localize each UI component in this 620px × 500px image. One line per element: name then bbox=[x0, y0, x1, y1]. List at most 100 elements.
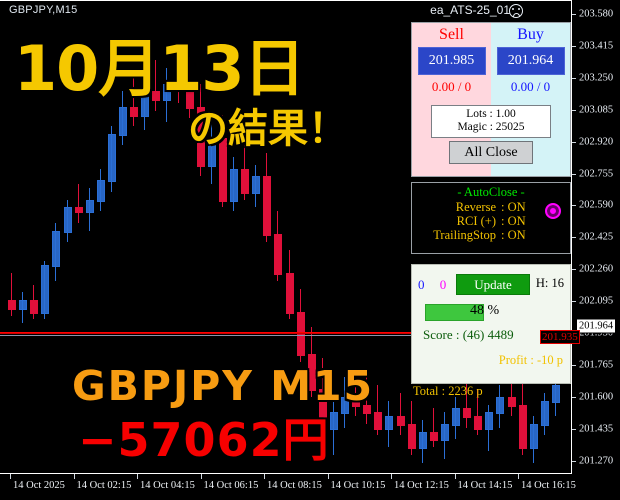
candle-wick bbox=[466, 381, 468, 428]
candle-body bbox=[252, 176, 261, 194]
price-tick-label: 202.425 bbox=[579, 231, 614, 243]
price-tick bbox=[572, 396, 576, 398]
price-tick bbox=[572, 173, 576, 175]
autoclose-row: Reverse: ON bbox=[412, 200, 570, 214]
candle-body bbox=[485, 412, 494, 430]
ea-sad-face-icon bbox=[509, 4, 523, 18]
candle-body bbox=[452, 408, 460, 426]
candle-body bbox=[540, 400, 549, 426]
time-tick-label: 14 Oct 08:15 bbox=[267, 480, 322, 491]
price-tick-label: 202.755 bbox=[579, 168, 614, 179]
time-tick bbox=[200, 474, 202, 479]
price-tick-label: 203.580 bbox=[579, 8, 614, 20]
candle-wick bbox=[133, 75, 135, 127]
symbol-label: GBPJPY,M15 bbox=[9, 4, 78, 16]
profit-label: Profit : -10 p bbox=[498, 353, 563, 367]
candle-body bbox=[318, 389, 327, 430]
chart-border-bottom bbox=[0, 473, 572, 474]
autoclose-status-dot-icon bbox=[545, 203, 561, 219]
all-close-button[interactable]: All Close bbox=[449, 141, 533, 164]
candle-wick bbox=[377, 385, 379, 436]
time-axis[interactable]: 14 Oct 2025 14 Oct 02:15 14 Oct 04:15 14 Oc… bbox=[0, 474, 576, 500]
candle-body bbox=[163, 83, 172, 102]
time-tick bbox=[10, 474, 11, 479]
candle-body bbox=[429, 431, 438, 442]
time-tick-label: 14 Oct 2025 bbox=[13, 480, 65, 491]
candle-body bbox=[218, 137, 227, 202]
candle-body bbox=[285, 273, 294, 314]
buy-title: Buy bbox=[517, 26, 544, 43]
trade-panel: Sell 201.985 0.00 / 0 Buy 201.964 0.00 /… bbox=[411, 22, 571, 177]
score-label: Score : (46) 4489 bbox=[423, 327, 514, 342]
time-tick bbox=[391, 474, 392, 479]
candle-body bbox=[385, 416, 394, 430]
counter-row: 0 0 bbox=[418, 277, 446, 293]
buy-price-button[interactable]: 201.964 bbox=[496, 47, 565, 75]
price-tick-label: 203.415 bbox=[579, 40, 614, 52]
progress-fill bbox=[425, 304, 484, 321]
time-tick-label: 14 Oct 02:15 bbox=[76, 480, 132, 491]
candle-body bbox=[19, 300, 28, 310]
candle-body bbox=[130, 106, 139, 117]
candle-body bbox=[196, 106, 205, 167]
candle-body bbox=[507, 396, 516, 407]
autoclose-panel: - AutoClose - Reverse: ON RCI (+) : ON Trai… bbox=[411, 182, 571, 254]
candle-wick bbox=[366, 377, 368, 424]
candle-body bbox=[551, 385, 560, 403]
price-axis[interactable]: 203.580 203.415 203.250 203.085 202.920 202.7… bbox=[572, 0, 620, 474]
candle-body bbox=[52, 230, 61, 268]
magic-label: Magic : 25025 bbox=[457, 121, 525, 133]
candle-body bbox=[407, 423, 416, 450]
time-tick bbox=[327, 474, 329, 479]
candle-body bbox=[496, 396, 505, 415]
candle-body bbox=[440, 423, 449, 442]
price-tick bbox=[572, 460, 576, 462]
autoclose-value: : ON bbox=[501, 228, 526, 242]
chart-border-top bbox=[0, 0, 572, 1]
candle-body bbox=[329, 412, 338, 430]
sell-price-button[interactable]: 201.985 bbox=[417, 47, 486, 75]
price-tick bbox=[572, 364, 576, 366]
autoclose-title: - AutoClose - bbox=[457, 185, 525, 199]
price-line bbox=[0, 335, 572, 337]
total-label: Total : 2236 p bbox=[413, 384, 483, 398]
update-button[interactable]: Update bbox=[456, 274, 530, 295]
candle-body bbox=[107, 133, 116, 183]
price-tick-label: 203.250 bbox=[579, 72, 614, 84]
price-tick-label: 202.095 bbox=[579, 295, 614, 307]
candle-wick bbox=[432, 408, 434, 448]
candle-wick bbox=[477, 389, 479, 436]
price-tick bbox=[572, 77, 576, 79]
candle-body bbox=[8, 300, 16, 310]
sell-lots-label: 0.00 / 0 bbox=[431, 79, 472, 94]
counter-blue: 0 bbox=[418, 277, 425, 292]
candle-body bbox=[241, 168, 250, 194]
red-price-line-label: 201.935 bbox=[540, 330, 580, 344]
counter-magenta: 0 bbox=[439, 277, 447, 292]
candle-body bbox=[341, 396, 349, 415]
info-panel: 0 0 Update H: 16 48 % Score : (46) 4489 … bbox=[411, 264, 571, 384]
percent-label: 48 % bbox=[470, 303, 500, 318]
candle-body bbox=[230, 168, 238, 202]
candle-body bbox=[63, 207, 72, 233]
candle-body bbox=[174, 83, 183, 90]
time-tick-label: 14 Oct 16:15 bbox=[521, 480, 576, 491]
buy-lots-label: 0.00 / 0 bbox=[510, 79, 551, 94]
candle-wick bbox=[77, 184, 79, 223]
candle-body bbox=[41, 265, 50, 314]
candle-body bbox=[307, 354, 316, 392]
price-tick bbox=[572, 205, 576, 207]
time-tick bbox=[73, 474, 75, 479]
candle-wick bbox=[399, 392, 401, 436]
price-tick bbox=[572, 45, 576, 47]
autoclose-key: RCI (+) bbox=[456, 214, 496, 228]
ea-name-label: ea_ATS-25_01 bbox=[430, 3, 510, 17]
price-tick bbox=[572, 269, 576, 271]
time-tick bbox=[518, 474, 519, 479]
price-tick-label: 203.085 bbox=[579, 104, 614, 116]
autoclose-key: TrailingStop bbox=[433, 228, 496, 242]
candle-body bbox=[152, 91, 161, 102]
current-price-label: 201.964 bbox=[576, 318, 617, 334]
candle-body bbox=[352, 396, 361, 407]
